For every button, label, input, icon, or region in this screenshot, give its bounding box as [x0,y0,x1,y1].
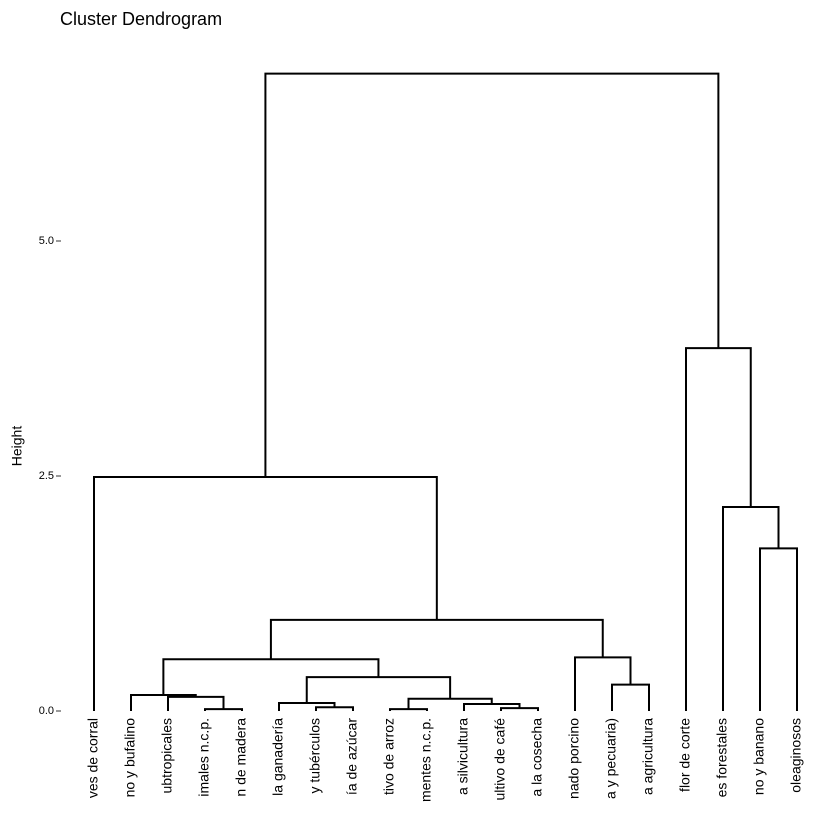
leaf-label: y tubérculos [307,718,323,793]
merge-link [722,506,780,711]
leaf-label: ves de corral [85,718,101,798]
chart-title: Cluster Dendrogram [60,9,222,29]
merge-link [500,707,539,711]
leaf-label: mentes n.c.p. [418,718,434,802]
leaf-label: imales n.c.p. [196,718,212,797]
leaf-label: tivo de arroz [381,718,397,795]
merge-link [204,708,243,711]
merge-link [269,618,604,660]
leaf-label: flor de corte [677,718,693,792]
merge-link [93,475,438,711]
leaf-label: a agricultura [640,718,656,795]
merge-link [264,72,720,477]
leaf-label: n de madera [233,718,249,797]
merge-link [611,683,650,711]
leaf-label: a silvicultura [455,718,471,795]
merge-link [685,347,752,711]
leaf-label: no y bufalino [122,718,138,798]
leaf-label: a la cosecha [529,718,545,797]
y-tick-label: 0.0 [39,705,54,717]
leaf-label: nado porcino [566,718,582,799]
leaf-label: la ganadería [270,718,286,796]
leaf-label: ubtropicales [159,718,175,794]
merge-link [389,708,428,711]
y-axis-label: Height [9,426,25,467]
merge-link [759,547,798,711]
y-tick-label: 5.0 [39,235,54,247]
merge-link [315,706,354,711]
leaf-label: ultivo de café [492,718,508,801]
leaf-label: es forestales [714,718,730,797]
leaf-label: ía de azúcar [344,718,360,795]
leaf-label: no y banano [751,718,767,795]
y-tick-label: 2.5 [39,470,54,482]
leaf-label: a y pecuaria) [603,718,619,799]
leaf-label: oleaginosos [788,718,804,793]
